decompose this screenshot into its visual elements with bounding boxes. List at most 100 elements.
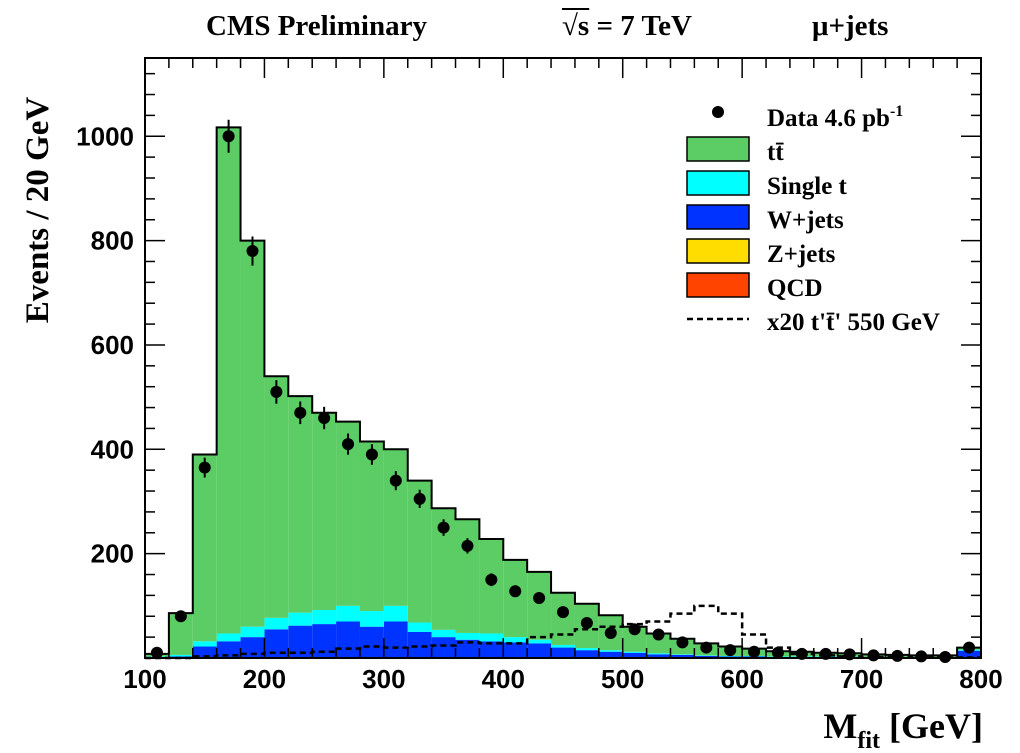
data-point: [557, 606, 569, 619]
data-point: [485, 573, 498, 586]
data-point: [318, 412, 331, 424]
x-tick-label: 700: [840, 664, 883, 694]
bar-single_t: [527, 639, 552, 644]
bar-wjets: [622, 652, 647, 658]
data-point: [891, 649, 904, 662]
legend-label-single_t: Single t: [767, 173, 848, 200]
x-tick-label: 500: [601, 664, 644, 694]
bar-wjets: [646, 654, 671, 658]
bar-wjets: [598, 651, 623, 658]
bar-ttbar: [622, 626, 647, 652]
bar-single_t: [598, 650, 623, 652]
x-tick-label: 600: [720, 664, 763, 694]
bar-single_t: [359, 611, 384, 627]
data-point: [437, 521, 450, 534]
data-point: [461, 539, 474, 552]
bar-wjets: [503, 642, 528, 658]
legend-label-qcd: QCD: [767, 275, 823, 302]
legend-swatch-single_t: [686, 170, 750, 196]
data-point: [342, 438, 355, 451]
bar-ttbar: [503, 559, 528, 638]
energy-value: = 7 TeV: [589, 10, 692, 42]
data-point: [795, 647, 808, 660]
legend-label-data: Data 4.6 pb-1: [767, 103, 903, 132]
data-point: [294, 406, 307, 419]
data-point: [222, 130, 235, 143]
data-point: [604, 626, 617, 639]
bar-ttbar: [288, 396, 313, 613]
bar-single_t: [503, 637, 528, 643]
bar-single_t: [622, 651, 647, 653]
bar-single_t: [407, 622, 432, 632]
y-tick-label: 800: [91, 226, 134, 256]
bar-single_t: [264, 617, 289, 630]
bar-wjets: [383, 621, 408, 658]
bar-wjets: [216, 641, 241, 658]
bar-ttbar: [527, 571, 552, 640]
data-point: [509, 585, 522, 598]
y-tick-label: 600: [91, 330, 134, 360]
data-point: [676, 636, 689, 649]
bar-wjets: [694, 655, 719, 658]
y-tick-label: 400: [91, 434, 134, 464]
legend-swatch-wjets: [686, 204, 750, 230]
y-tick-label: 1000: [76, 121, 134, 151]
data-point: [963, 641, 976, 654]
bar-wjets: [574, 650, 599, 658]
x-tick-label: 800: [959, 664, 1002, 694]
bar-ttbar: [240, 240, 265, 627]
data-point: [700, 641, 713, 654]
data-point: [150, 646, 163, 659]
plot-frame: [144, 57, 982, 659]
x-tick-label: 200: [243, 664, 286, 694]
y-tick-label: 200: [91, 539, 134, 569]
bar-ttbar: [551, 592, 575, 645]
bar-wjets: [288, 625, 313, 658]
x-tick-label: 300: [362, 664, 405, 694]
bar-wjets: [431, 637, 456, 658]
bar-wjets: [670, 654, 695, 658]
bar-single_t: [288, 612, 313, 626]
bar-ttbar: [407, 480, 432, 623]
bar-single_t: [192, 641, 217, 647]
bar-ttbar: [479, 539, 504, 634]
bar-single_t: [694, 655, 719, 656]
bar-single_t: [455, 632, 480, 640]
bar-single_t: [574, 648, 599, 651]
bar-ttbar: [216, 127, 241, 634]
bar-ttbar: [312, 412, 337, 610]
data-point: [628, 623, 641, 636]
bar-wjets: [455, 639, 480, 658]
data-point: [365, 448, 378, 461]
bar-ttbar: [455, 519, 480, 633]
bar-wjets: [312, 624, 337, 658]
bar-wjets: [479, 641, 504, 658]
bar-ttbar: [264, 376, 289, 618]
bar-single_t: [240, 626, 265, 638]
data-point: [198, 461, 211, 474]
legend-swatch-ttbar: [686, 136, 750, 162]
legend-label-signal: x20 t't̄' 550 GeV: [767, 309, 940, 336]
x-tick-label: 100: [123, 664, 166, 694]
data-point: [246, 245, 259, 258]
legend-swatch-qcd: [686, 272, 750, 298]
legend-label-ttbar: tt̄: [767, 139, 784, 166]
energy-sqrt: √s: [562, 10, 590, 42]
data-point: [724, 644, 737, 657]
bar-ttbar: [431, 508, 456, 630]
bar-single_t: [646, 653, 671, 655]
data-point: [915, 650, 928, 663]
data-point: [819, 647, 832, 660]
data-point: [389, 474, 402, 487]
bar-wjets: [407, 631, 432, 658]
channel-label: μ+jets: [812, 10, 889, 42]
bar-single_t: [168, 654, 193, 657]
data-point: [867, 649, 880, 662]
data-point: [174, 610, 187, 623]
bar-wjets: [527, 643, 552, 658]
data-point: [413, 492, 426, 505]
experiment-label: CMS Preliminary: [206, 10, 427, 42]
bar-wjets: [192, 646, 217, 658]
bar-wjets: [957, 650, 981, 658]
